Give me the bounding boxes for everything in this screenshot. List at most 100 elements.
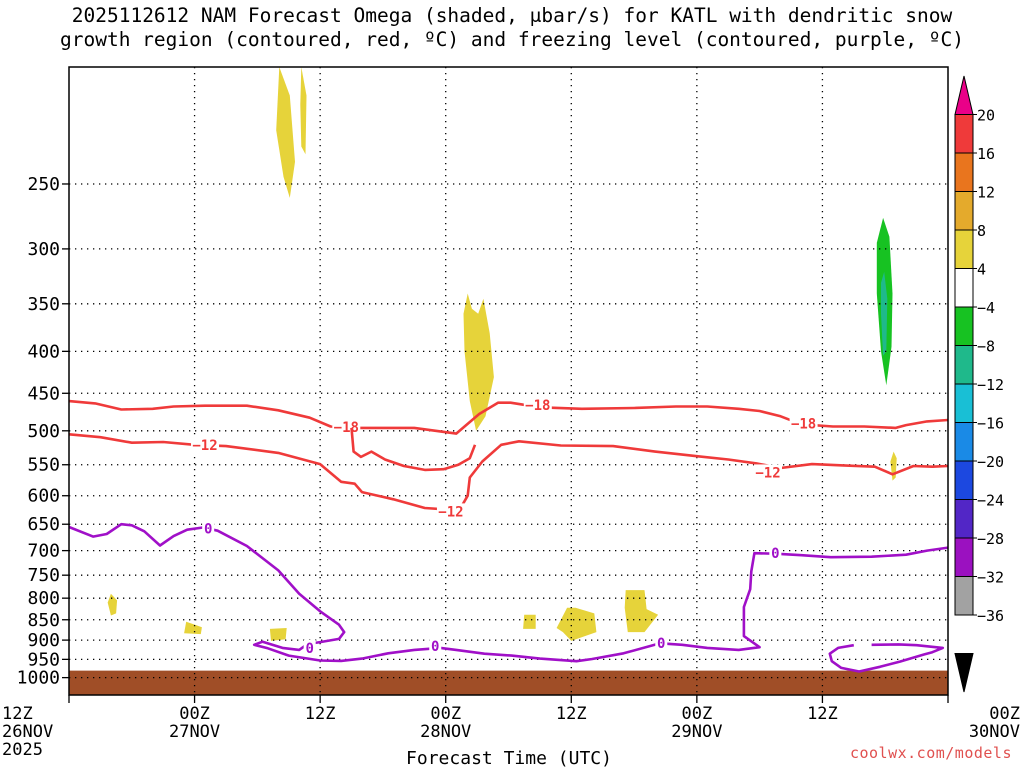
y-tick-label: 300 [27,239,60,260]
omega-region-4 [890,451,897,481]
contour-layer: −18 −18 −18 −12 −12 −12 0 0 0 0 0 [68,396,949,673]
contour-label-bg [754,464,783,481]
y-tick-label: 500 [27,421,60,442]
contour-label-bg [202,520,215,537]
grid-lines [69,67,948,695]
plot-frame [68,66,949,696]
colorbar-top-arrow [954,75,974,115]
title-line-1: 2025112612 NAM Forecast Omega (shaded, μ… [71,4,953,27]
x-tick-label: 00Z [989,704,1020,724]
omega-region-4 [463,293,494,431]
x-tick-label: 12Z [2,704,33,724]
colorbar-box [954,152,974,192]
colorbar-box [954,306,974,346]
contour-label: −18 [334,420,359,436]
y-tick-label: 1000 [17,668,60,689]
omega-region-4 [300,67,307,155]
chart-title: 2025112612 NAM Forecast Omega (shaded, μ… [0,4,1024,52]
plot-border [68,66,949,696]
x-tick-label: 29NOV [671,722,722,742]
colorbar-label: 16 [977,145,995,163]
contour-label-bg [789,415,818,432]
x-tick-label: 2025 [2,740,43,760]
contour-label-bg [769,545,782,562]
contour-0b [828,643,945,673]
contour-label: 0 [771,546,779,562]
omega-region-4 [276,67,295,198]
y-tick-label: 550 [27,455,60,476]
colorbar-label: −8 [977,338,995,356]
contour-label-bg [429,637,442,654]
omega-region-4 [107,593,118,616]
y-tick-label: 250 [27,174,60,195]
y-tick-label: 450 [27,383,60,404]
colorbar-box [954,537,974,577]
y-tick-label: 800 [27,588,60,609]
colorbar-box [954,229,974,269]
omega-region-4 [523,614,536,629]
contour-label: −12 [438,504,463,520]
colorbar-label: −32 [977,569,1004,587]
colorbar-label: 8 [977,222,986,240]
colorbar-label: −36 [977,607,1004,625]
colorbar-box [954,422,974,462]
contour-label-bg [303,639,316,656]
y-tick-label: 700 [27,541,60,562]
omega-colorbar: 20 16 12 8 4 −4 −8 −12 −16 −20 −24 −28 −32 −36 [954,75,1004,693]
colorbar-label: −24 [977,492,1004,510]
colorbar-bottom-arrow [954,653,974,693]
colorbar-box [954,460,974,500]
colorbar-box [954,345,974,385]
x-tick-label: 00Z [681,704,712,724]
y-tick-label: 600 [27,486,60,507]
y-tick-label: 350 [27,294,60,315]
omega-region--8 [881,271,888,356]
colorbar-label: −16 [977,415,1004,433]
colorbar-box [954,383,974,423]
x-tick-label: 12Z [556,704,587,724]
contour-label: −18 [791,417,816,433]
surface-ground [69,670,948,695]
contour-label: −12 [192,438,217,454]
y-tick-label: 750 [27,565,60,586]
colorbar-label: 20 [977,107,995,125]
contour-label-bg [655,634,668,651]
colorbar-box [954,191,974,231]
contour-label: 0 [305,641,313,657]
x-tick-label: 27NOV [169,722,220,742]
x-tick-label: 12Z [807,704,838,724]
colorbar-label: −4 [977,299,995,317]
title-line-2: growth region (contoured, red, ºC) and f… [60,28,964,51]
axes-labels: 2503003504004505005506006507007508008509… [2,174,1020,760]
omega-region-4 [184,621,202,635]
y-tick-label: 400 [27,341,60,362]
contour-label: −18 [525,398,550,414]
colorbar-label: 12 [977,184,995,202]
colorbar-box [954,268,974,308]
y-tick-label: 650 [27,514,60,535]
colorbar-label: −28 [977,530,1004,548]
contour-label-bg [191,436,220,453]
credit-text: coolwx.com/models [849,744,1012,762]
colorbar-box [954,499,974,539]
omega-region-4 [624,590,659,633]
contour--12 [68,433,949,512]
y-tick-label: 900 [27,630,60,651]
contour-label-bg [523,396,552,413]
contour-label: 0 [204,522,212,538]
y-tick-label: 950 [27,649,60,670]
colorbar-label: −12 [977,376,1004,394]
omega-shading-layer [107,67,897,641]
surface-layer [69,670,948,695]
contour-label-bg [436,503,465,520]
x-tick-label: 28NOV [420,722,471,742]
x-tick-label: 00Z [430,704,461,724]
x-tick-label: 00Z [179,704,210,724]
x-tick-label: 26NOV [2,722,53,742]
contour-label: 0 [431,639,439,655]
colorbar-label: 4 [977,261,986,279]
x-axis-label: Forecast Time (UTC) [406,748,612,768]
colorbar-box [954,114,974,154]
y-tick-label: 850 [27,610,60,631]
